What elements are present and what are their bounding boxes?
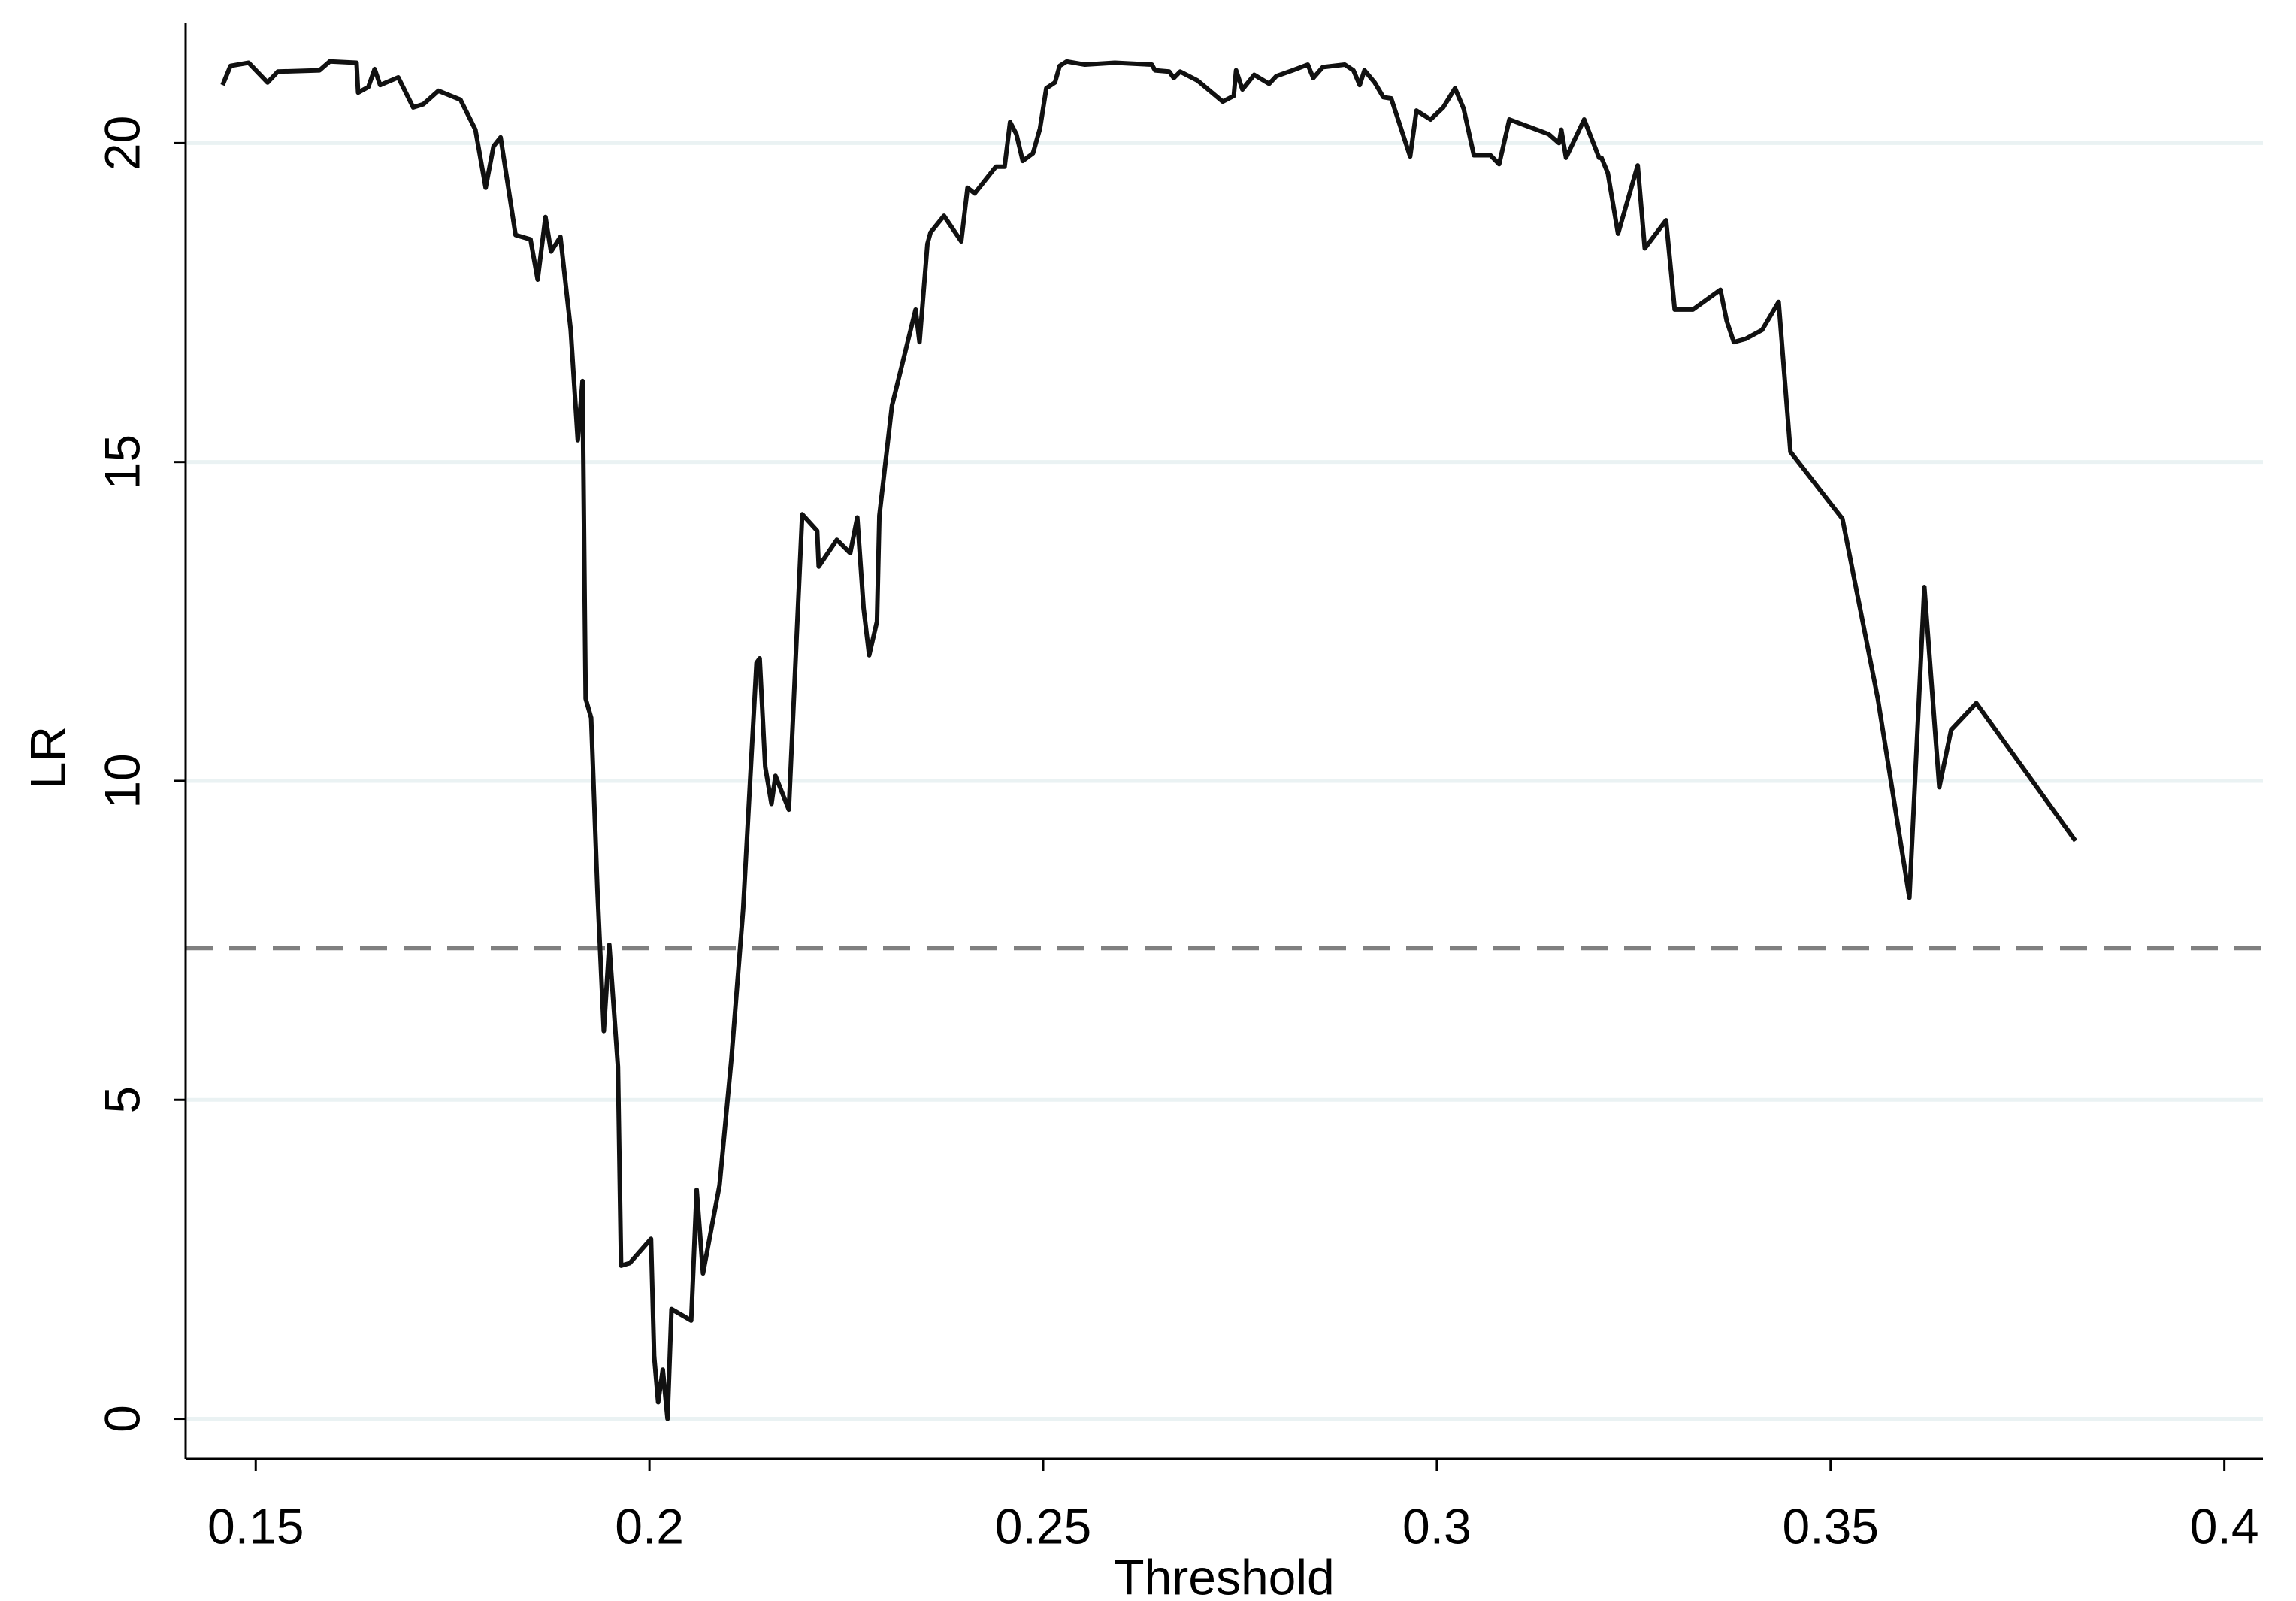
x-tick-label: 0.3	[1402, 1498, 1472, 1554]
y-axis-label: LR	[20, 726, 75, 789]
x-tick-label: 0.2	[615, 1498, 684, 1554]
x-tick-label: 0.15	[207, 1498, 304, 1554]
y-tick-label: 10	[94, 753, 150, 808]
x-tick-label: 0.4	[2190, 1498, 2259, 1554]
line-series	[220, 59, 2078, 1421]
y-tick-label: 20	[94, 116, 150, 171]
y-tick-label: 15	[94, 434, 150, 489]
y-tick-label: 0	[94, 1405, 150, 1433]
y-tick-label: 5	[94, 1086, 150, 1114]
x-tick-label: 0.35	[1783, 1498, 1879, 1554]
x-axis-label: Threshold	[1114, 1549, 1335, 1601]
x-tick-label: 0.25	[995, 1498, 1091, 1554]
